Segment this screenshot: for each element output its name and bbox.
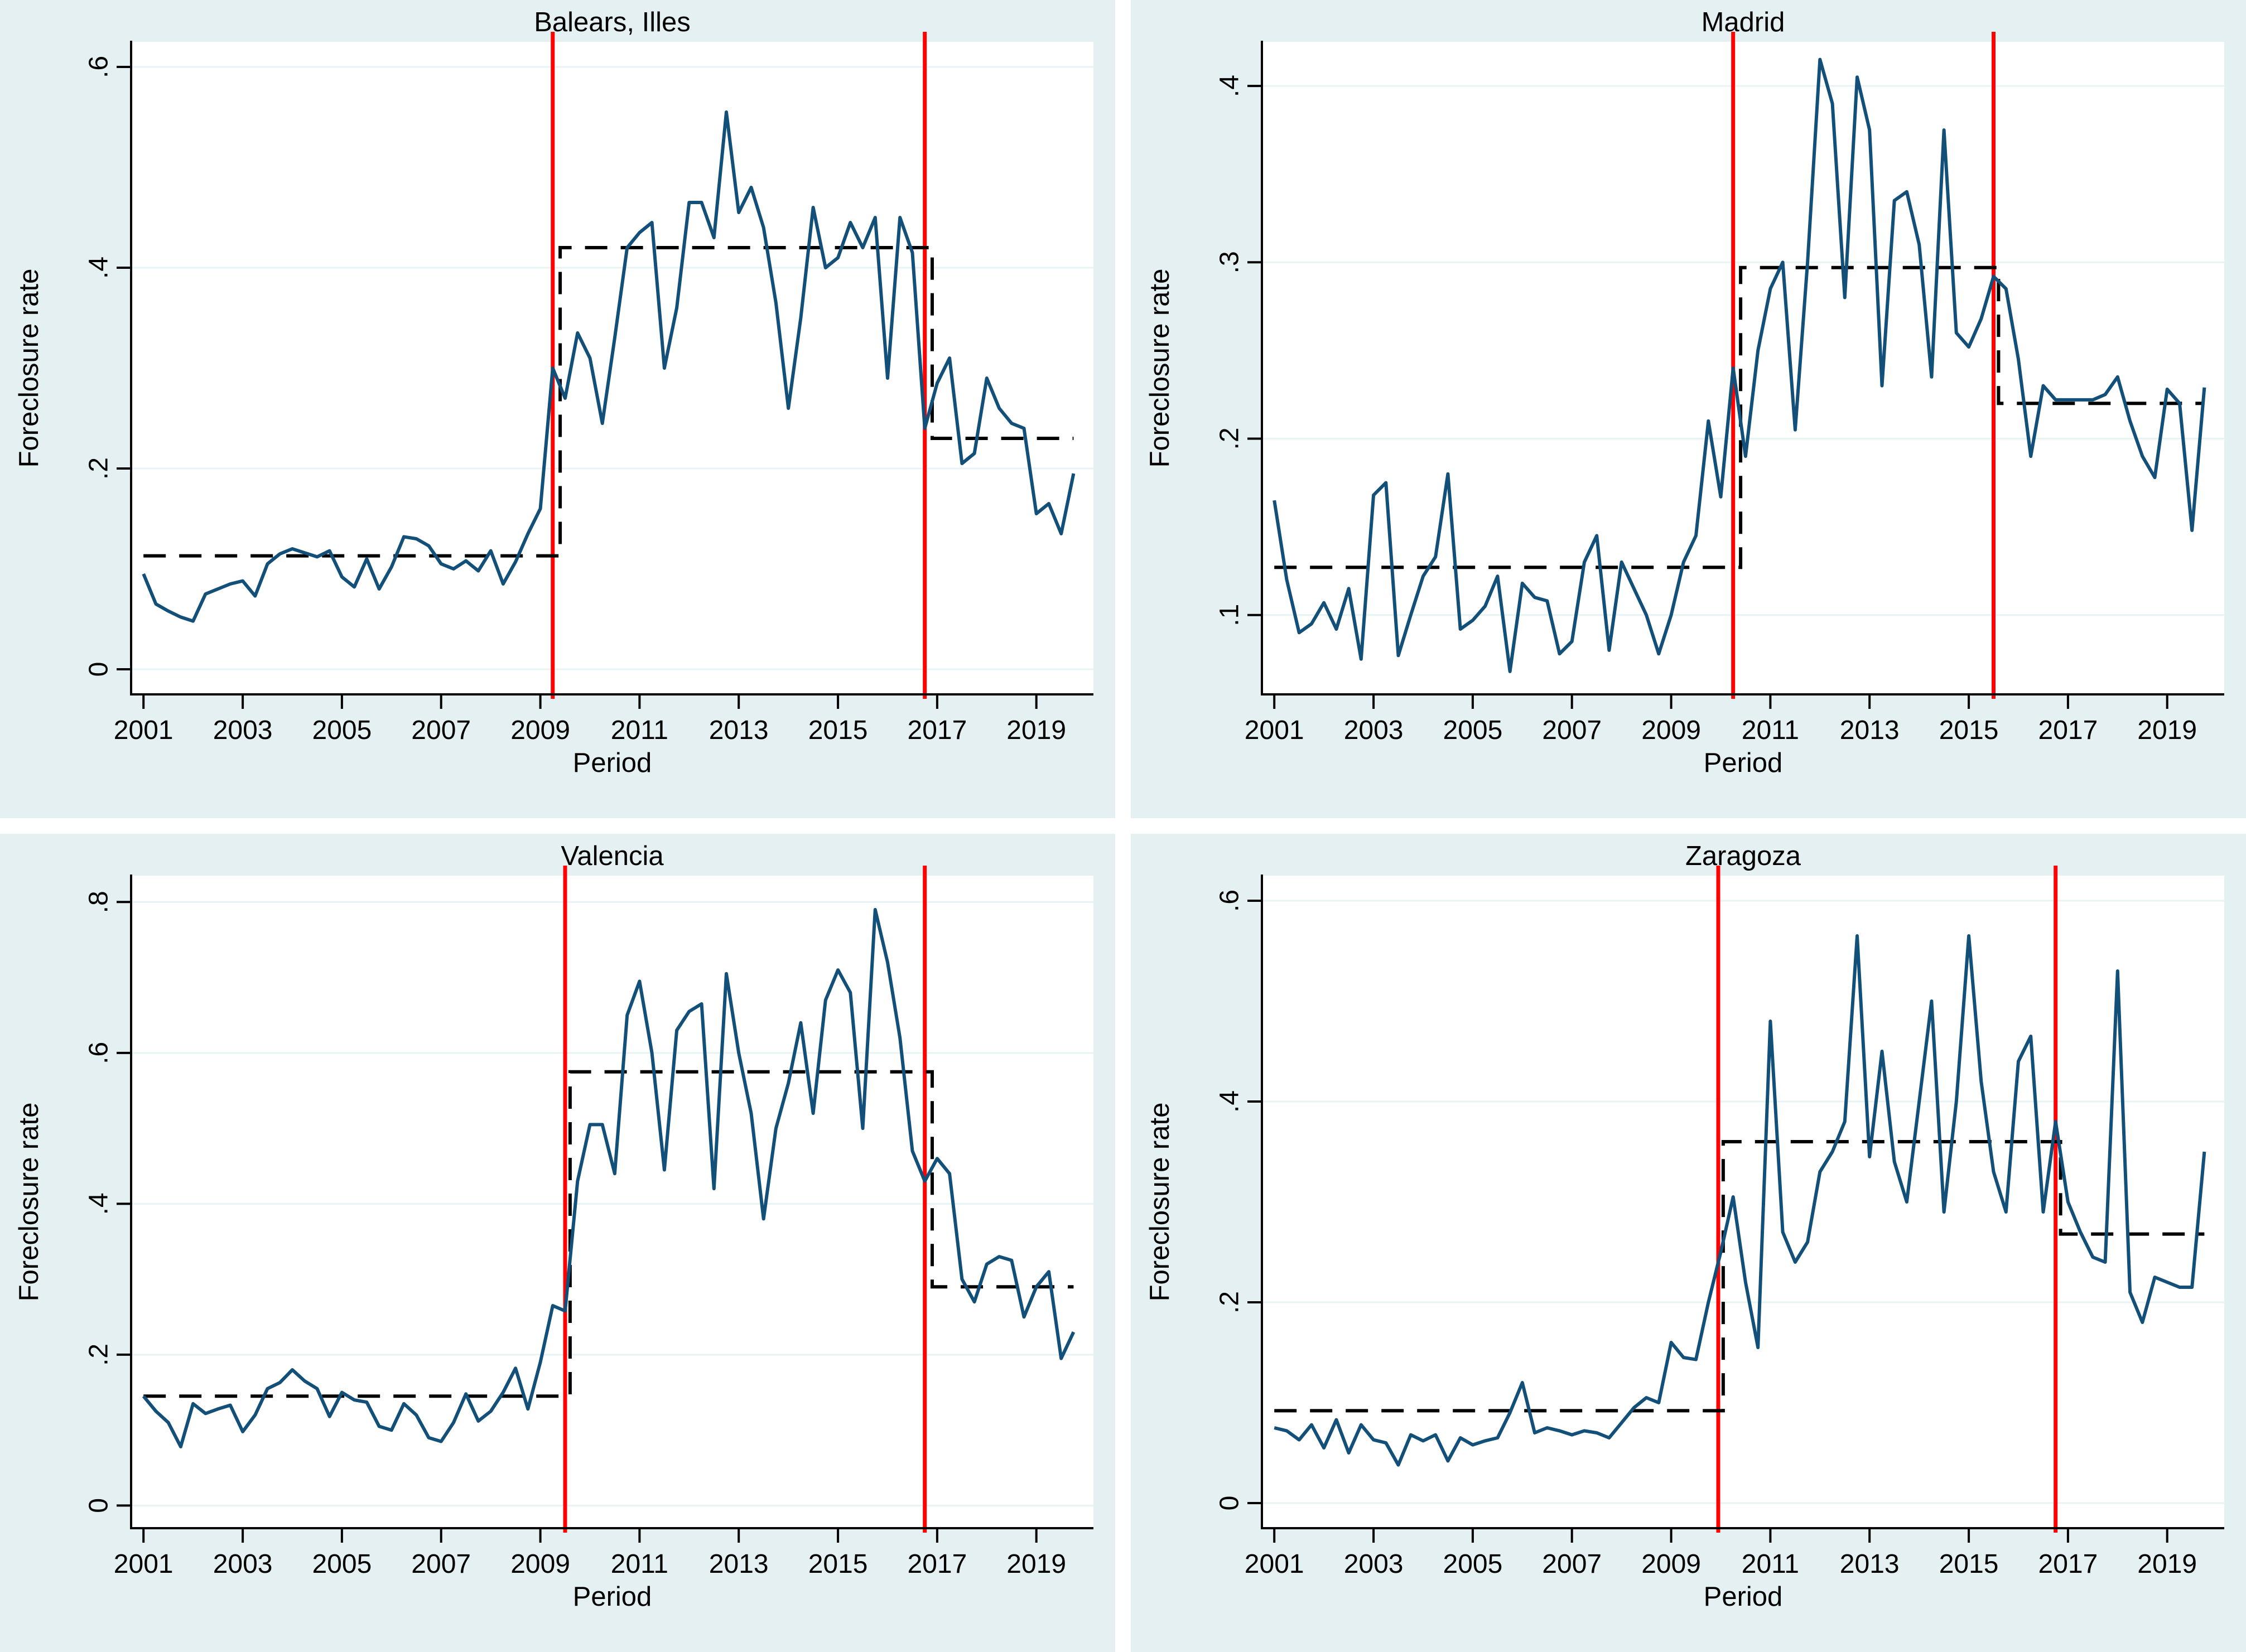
svg-text:.2: .2 [1215,1291,1245,1313]
svg-text:2009: 2009 [1641,1549,1701,1579]
svg-text:.3: .3 [1215,251,1245,273]
x-axis-label: Period [572,1582,652,1612]
svg-text:.4: .4 [84,257,114,279]
svg-text:2011: 2011 [611,716,668,745]
svg-text:2009: 2009 [510,1549,570,1579]
svg-text:.4: .4 [1215,1090,1245,1113]
svg-text:2009: 2009 [1641,716,1701,745]
svg-text:2007: 2007 [1542,1549,1602,1579]
svg-text:2017: 2017 [908,1549,967,1579]
line-plot-zaragoza: 2001 2003 2005 2007 2009 2011 2013 2015 2017 2019… [1215,866,2224,1579]
svg-text:2019: 2019 [2137,716,2197,745]
svg-text:.2: .2 [1215,427,1245,450]
svg-text:.4: .4 [1215,75,1245,97]
svg-text:.6: .6 [84,1042,114,1064]
svg-text:2013: 2013 [709,1549,769,1579]
svg-text:2017: 2017 [2038,1549,2098,1579]
svg-text:2005: 2005 [312,716,372,745]
y-axis-label: Foreclosure rate [14,268,44,468]
svg-text:2019: 2019 [2137,1549,2197,1579]
svg-text:2005: 2005 [312,1549,372,1579]
svg-text:0: 0 [1215,1496,1245,1511]
chart-title-balears: Balears, Illes [534,7,691,37]
line-plot-madrid: 2001 2003 2005 2007 2009 2011 2013 2015 2017 2019… [1215,32,2224,745]
chart-panel-valencia: Valencia Foreclosure rate 2001 2003 2005 20… [0,834,1115,1652]
svg-text:2019: 2019 [1006,716,1066,745]
chart-title-valencia: Valencia [561,841,664,871]
svg-text:.6: .6 [1215,890,1245,912]
svg-text:2011: 2011 [1742,716,1799,745]
svg-text:.6: .6 [84,56,114,78]
svg-text:2015: 2015 [1939,1549,1999,1579]
y-axis-label: Foreclosure rate [14,1102,44,1302]
svg-text:0: 0 [84,662,114,677]
y-axis-label: Foreclosure rate [1145,268,1175,468]
svg-text:2001: 2001 [1245,716,1304,745]
chart-panel-balears: Balears, Illes Foreclosure rate 2001 2003… [0,0,1115,818]
chart-panel-madrid: Madrid Foreclosure rate 2001 2003 2005 2007… [1131,0,2246,818]
svg-text:2001: 2001 [114,716,173,745]
svg-text:0: 0 [84,1498,114,1513]
svg-text:2015: 2015 [1939,716,1999,745]
svg-text:2009: 2009 [510,716,570,745]
svg-text:2013: 2013 [1840,716,1900,745]
y-axis-label: Foreclosure rate [1145,1102,1175,1302]
svg-text:2005: 2005 [1443,716,1503,745]
svg-text:2015: 2015 [808,1549,868,1579]
line-plot-valencia: 2001 2003 2005 2007 2009 2011 2013 2015 2017 2019… [84,866,1093,1579]
svg-text:2001: 2001 [114,1549,173,1579]
chart-title-zaragoza: Zaragoza [1685,841,1801,871]
chart-panel-zaragoza: Zaragoza Foreclosure rate 2001 2003 2005 20… [1131,834,2246,1652]
svg-text:2017: 2017 [2038,716,2098,745]
svg-text:2003: 2003 [213,716,273,745]
svg-text:2003: 2003 [1344,716,1404,745]
svg-text:.8: .8 [84,891,114,913]
chart-title-madrid: Madrid [1701,7,1785,37]
line-plot-balears: 2001 2003 2005 2007 2009 2011 2013 2015 2017 2019… [84,32,1093,745]
svg-text:2003: 2003 [213,1549,273,1579]
svg-text:2003: 2003 [1344,1549,1404,1579]
svg-text:.1: .1 [1215,604,1245,626]
svg-text:2007: 2007 [411,1549,471,1579]
svg-text:2015: 2015 [808,716,868,745]
x-axis-label: Period [1703,1582,1783,1612]
svg-text:2019: 2019 [1006,1549,1066,1579]
svg-text:2005: 2005 [1443,1549,1503,1579]
svg-text:.2: .2 [84,1344,114,1366]
x-axis-label: Period [1703,748,1783,778]
svg-text:.4: .4 [84,1192,114,1215]
svg-text:2007: 2007 [411,716,471,745]
svg-text:2013: 2013 [1840,1549,1900,1579]
svg-text:2013: 2013 [709,716,769,745]
svg-text:2017: 2017 [908,716,967,745]
x-axis-label: Period [572,748,652,778]
svg-text:2011: 2011 [611,1549,668,1579]
svg-text:.2: .2 [84,457,114,480]
svg-text:2011: 2011 [1742,1549,1799,1579]
svg-text:2001: 2001 [1245,1549,1304,1579]
svg-text:2007: 2007 [1542,716,1602,745]
